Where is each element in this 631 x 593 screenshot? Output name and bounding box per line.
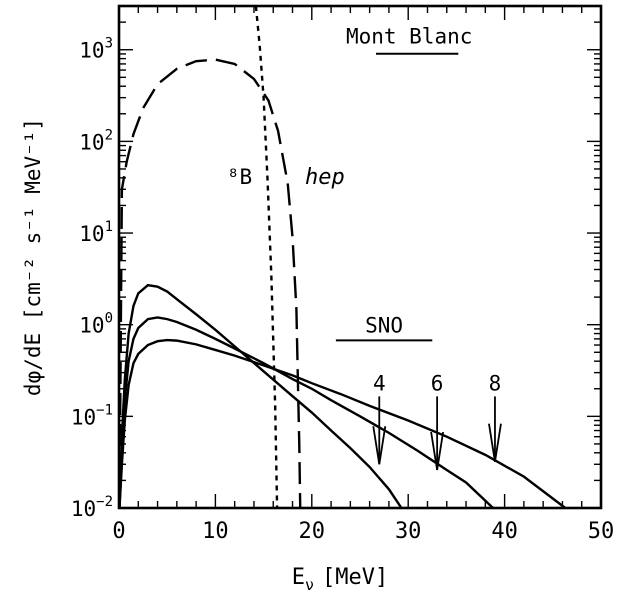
- series-b8: [254, 5, 279, 509]
- annotations: Mont Blanc SNO ⁸B hep 4 6 8: [227, 25, 502, 471]
- mont-blanc-label: Mont Blanc: [346, 25, 472, 49]
- x-axis-label: Eν [MeV]: [292, 565, 389, 593]
- arrow-label-8: 8: [489, 371, 502, 395]
- axis-labels: 0 10 20 30 40 50 10−2 10−1 100 101 102 103 Eν [MeV] dφ…: [21, 36, 614, 593]
- hep-label: hep: [305, 165, 345, 190]
- x-tick-label: 40: [491, 519, 518, 544]
- x-tick-label: 0: [112, 519, 125, 544]
- y-axis-label: dφ/dE [cm⁻² s⁻¹ MeV⁻¹]: [21, 118, 45, 396]
- y-tick-label: 101: [79, 219, 113, 246]
- y-tick-label: 102: [79, 127, 113, 154]
- series-sno-6: [118, 316, 494, 509]
- y-tick-label: 10−1: [71, 402, 113, 429]
- arrow-head-8: [488, 423, 502, 462]
- x-tick-label: 10: [202, 519, 229, 544]
- y-tick-label: 100: [79, 311, 113, 338]
- arrow-head-4: [372, 426, 387, 465]
- plot-frame: [117, 4, 603, 510]
- x-tick-label: 50: [588, 519, 615, 544]
- sno-label: SNO: [365, 313, 403, 337]
- series-curves: [118, 5, 567, 509]
- arrow-label-4: 4: [373, 371, 386, 395]
- x-tick-label: 30: [395, 519, 422, 544]
- series-sno-8: [118, 338, 567, 509]
- series-sno-4: [118, 283, 403, 509]
- x-tick-label: 20: [299, 519, 326, 544]
- y-tick-label: 103: [79, 36, 113, 63]
- b8-label: ⁸B: [227, 165, 252, 189]
- arrow-head-6: [430, 431, 445, 471]
- axis-ticks: [118, 5, 602, 509]
- arrow-label-6: 6: [431, 371, 444, 395]
- y-tick-label: 10−2: [71, 494, 113, 521]
- series-hep: [118, 58, 302, 509]
